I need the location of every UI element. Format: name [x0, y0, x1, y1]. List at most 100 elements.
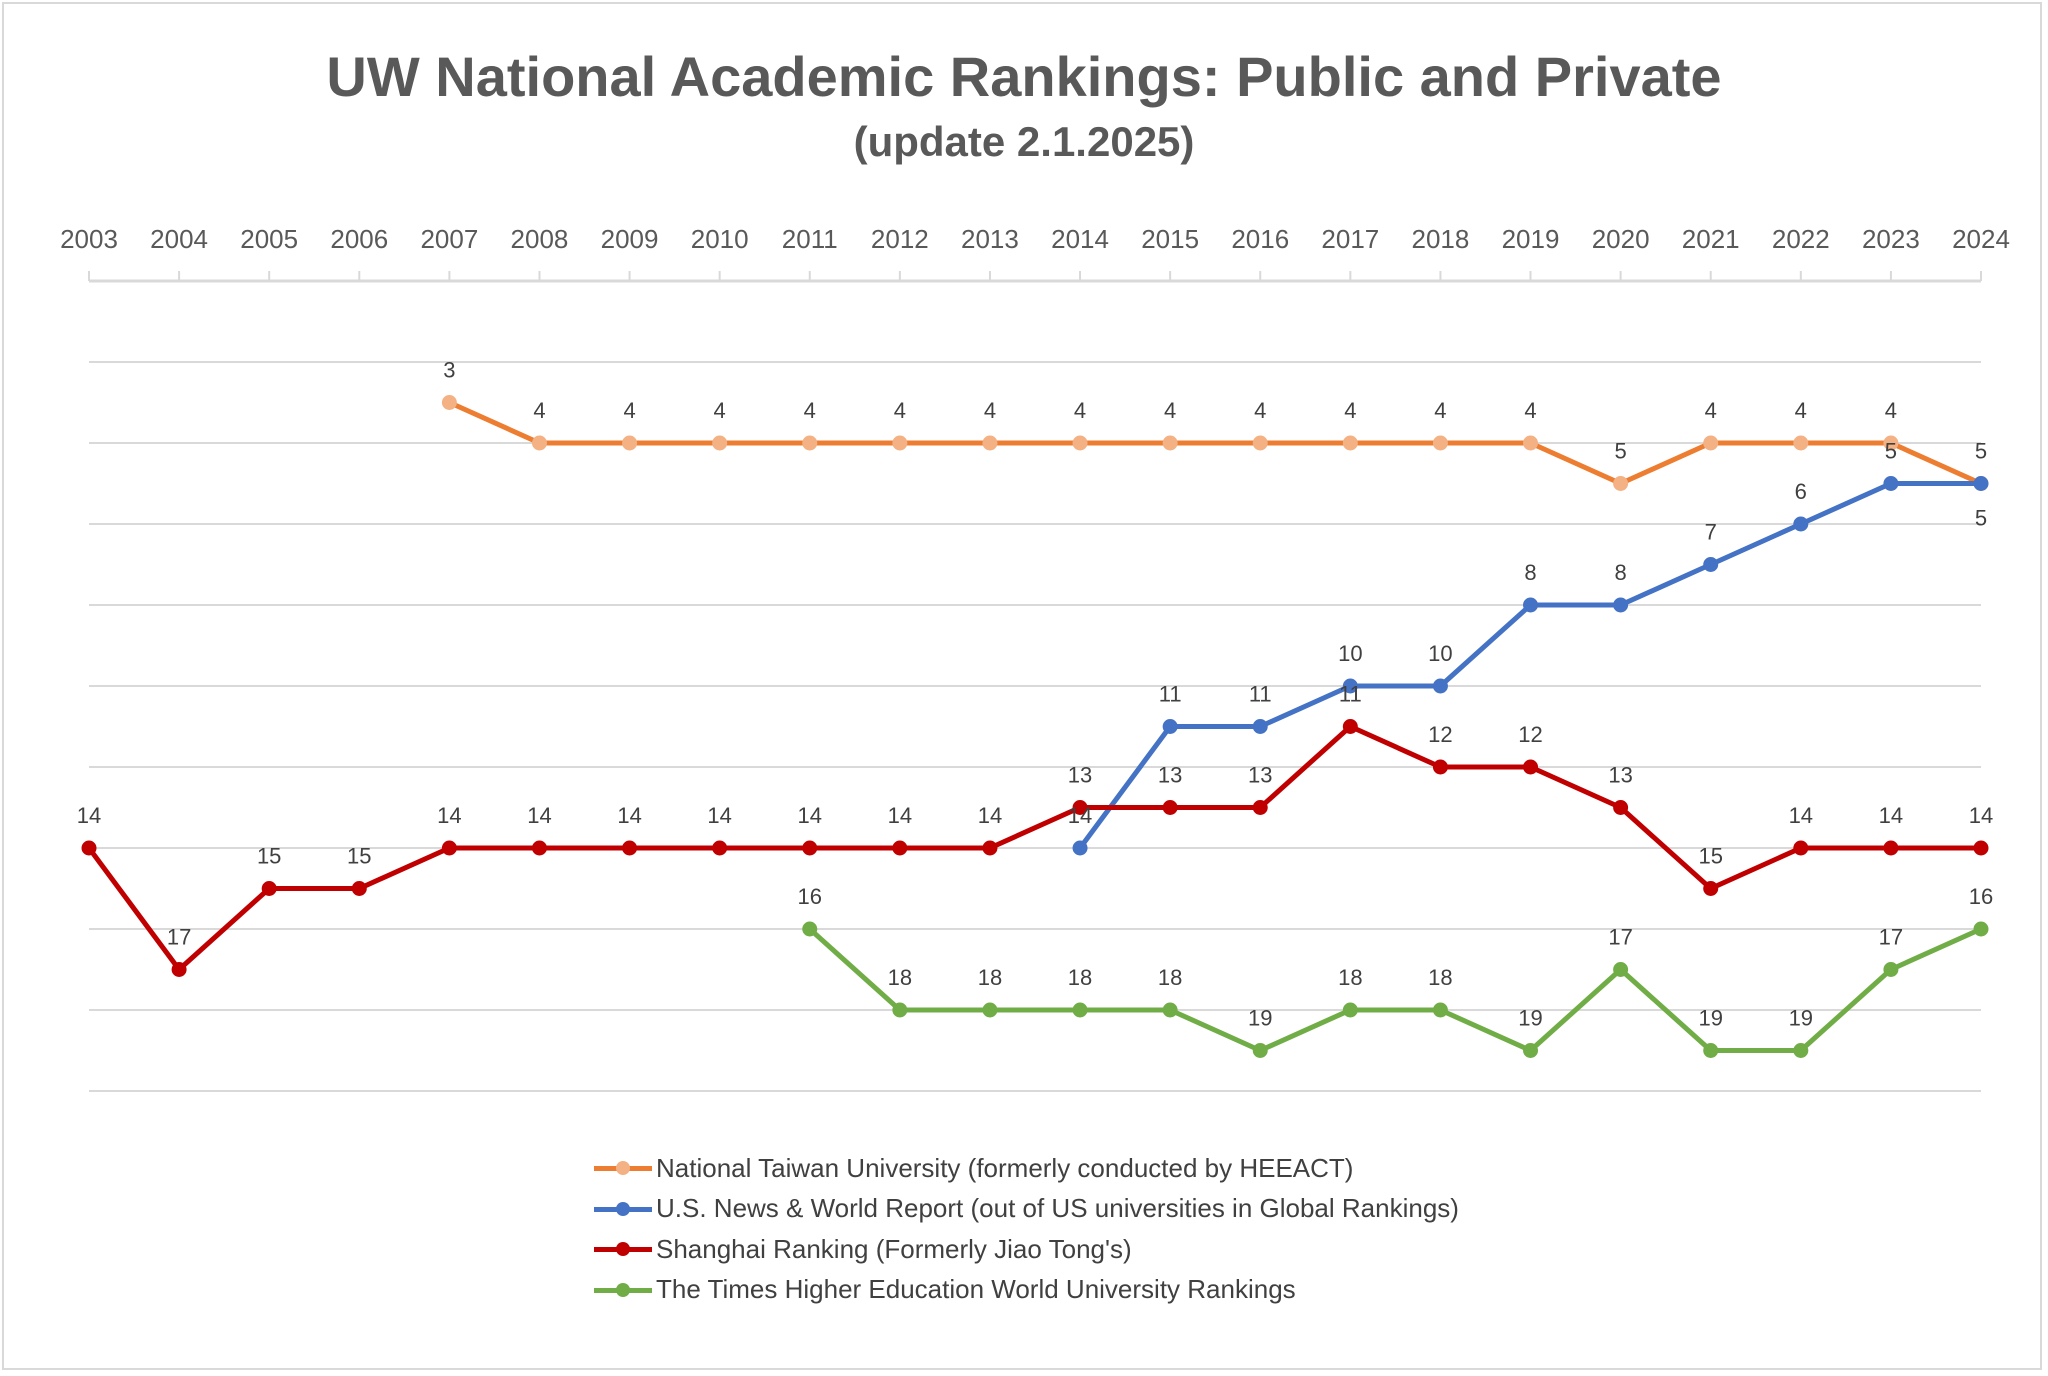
data-point-1 [1072, 840, 1088, 856]
series-line-1 [1078, 481, 1981, 850]
data-point-2 [81, 840, 97, 856]
data-label-0: 3 [443, 358, 455, 383]
data-point-1 [1883, 476, 1899, 491]
data-label-0: 4 [714, 398, 726, 423]
data-label-2: 15 [1698, 844, 1722, 869]
x-tick-label: 2004 [150, 224, 208, 254]
data-label-2: 13 [1158, 763, 1182, 788]
data-label-0: 5 [1975, 439, 1987, 464]
data-label-2: 14 [707, 803, 731, 828]
data-point-2 [171, 962, 187, 977]
data-point-1 [1523, 597, 1539, 613]
data-label-3: 19 [1789, 1006, 1813, 1031]
data-point-1 [1252, 719, 1268, 734]
data-point-3 [1432, 1002, 1448, 1018]
data-point-2 [802, 840, 818, 856]
x-tick-label: 2018 [1412, 224, 1470, 254]
data-label-1: 5 [1975, 506, 1987, 531]
x-tick-label: 2022 [1772, 224, 1830, 254]
data-point-2 [1793, 840, 1809, 856]
data-label-2: 14 [978, 803, 1002, 828]
data-label-2: 12 [1518, 722, 1542, 747]
data-point-1 [1973, 476, 1989, 491]
data-label-3: 18 [1068, 965, 1092, 990]
legend-label: National Taiwan University (formerly con… [656, 1152, 1354, 1183]
x-tick-label: 2021 [1682, 224, 1740, 254]
data-point-2 [622, 840, 638, 856]
data-point-2 [351, 881, 367, 896]
data-point-2 [1342, 719, 1358, 734]
x-tick-label: 2023 [1862, 224, 1920, 254]
x-tick-label: 2013 [961, 224, 1019, 254]
data-label-2: 13 [1248, 763, 1272, 788]
x-tick-label: 2007 [420, 224, 478, 254]
data-label-1: 10 [1338, 641, 1362, 666]
x-tick-label: 2008 [511, 224, 569, 254]
legend-item: U.S. News & World Report (out of US univ… [594, 1189, 1459, 1230]
data-point-0 [712, 435, 728, 451]
legend-swatch [594, 1280, 652, 1300]
data-label-2: 13 [1068, 763, 1092, 788]
data-label-0: 4 [533, 398, 545, 423]
data-point-3 [1342, 1002, 1358, 1018]
legend-item: The Times Higher Education World Univers… [594, 1270, 1459, 1311]
data-point-2 [1162, 800, 1178, 815]
legend-label: Shanghai Ranking (Formerly Jiao Tong's) [656, 1233, 1132, 1264]
data-label-0: 4 [1434, 398, 1446, 423]
data-label-2: 14 [798, 803, 822, 828]
data-label-2: 14 [888, 803, 912, 828]
x-tick-label: 2010 [691, 224, 749, 254]
data-point-3 [1973, 921, 1989, 937]
data-point-2 [261, 881, 277, 896]
data-point-0 [1613, 476, 1629, 491]
x-tick-label: 2006 [330, 224, 388, 254]
data-label-3: 18 [1428, 965, 1452, 990]
data-label-2: 14 [617, 803, 641, 828]
data-label-0: 4 [1164, 398, 1176, 423]
x-tick-label: 2016 [1231, 224, 1289, 254]
legend-swatch [594, 1158, 652, 1178]
data-label-2: 13 [1608, 763, 1632, 788]
data-label-0: 4 [1705, 398, 1717, 423]
data-label-0: 4 [1344, 398, 1356, 423]
data-point-2 [441, 840, 457, 856]
data-label-3: 18 [888, 965, 912, 990]
x-tick-label: 2005 [240, 224, 298, 254]
data-point-0 [982, 435, 998, 451]
data-label-1: 8 [1524, 560, 1536, 585]
x-tick-label: 2024 [1952, 224, 2010, 254]
series-line-2 [86, 724, 1981, 972]
x-tick-label: 2020 [1592, 224, 1650, 254]
legend-item: Shanghai Ranking (Formerly Jiao Tong's) [594, 1229, 1459, 1270]
legend-swatch [594, 1239, 652, 1259]
data-label-2: 14 [1789, 803, 1813, 828]
data-label-3: 16 [798, 884, 822, 909]
x-tick-label: 2019 [1502, 224, 1560, 254]
data-point-0 [622, 435, 638, 451]
x-tick-label: 2012 [871, 224, 929, 254]
data-label-2: 11 [1339, 682, 1362, 707]
data-point-3 [982, 1002, 998, 1018]
data-label-0: 4 [1074, 398, 1086, 423]
data-label-3: 18 [1158, 965, 1182, 990]
data-point-3 [802, 921, 818, 937]
data-label-2: 14 [1879, 803, 1903, 828]
chart-subtitle: (update 2.1.2025) [853, 118, 1195, 165]
legend-item: National Taiwan University (formerly con… [594, 1148, 1459, 1189]
data-label-1: 11 [1159, 682, 1182, 707]
data-point-0 [1703, 435, 1719, 451]
data-point-1 [1162, 719, 1178, 734]
data-label-2: 17 [167, 925, 191, 950]
data-label-0: 4 [1254, 398, 1266, 423]
data-label-2: 14 [527, 803, 551, 828]
data-point-0 [1793, 435, 1809, 451]
data-label-3: 17 [1608, 925, 1632, 950]
data-point-1 [1342, 678, 1358, 694]
data-point-3 [1252, 1043, 1268, 1058]
series-line-0 [448, 400, 1983, 486]
data-point-2 [982, 840, 998, 856]
data-label-2: 14 [437, 803, 461, 828]
data-point-2 [1252, 800, 1268, 815]
